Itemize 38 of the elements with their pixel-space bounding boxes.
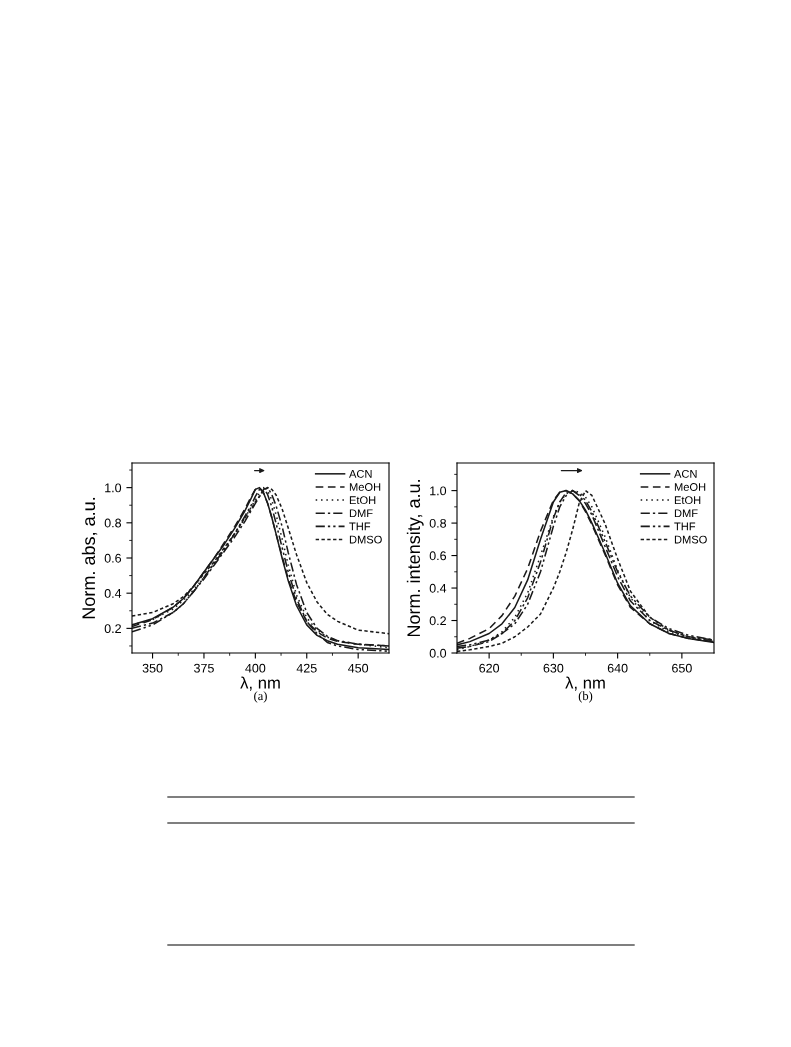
y-tick-label: 1.0 <box>430 486 447 496</box>
x-axis-title: λ, nm <box>565 676 605 691</box>
y-tick-label: 1.0 <box>105 483 122 493</box>
x-tick-label: 620 <box>479 663 500 673</box>
y-tick-label: 0.4 <box>104 588 122 598</box>
legend-label: ACN <box>349 469 372 478</box>
x-tick-label: 630 <box>543 663 564 673</box>
legend-label: DMSO <box>349 535 382 544</box>
legend-label: MeOH <box>349 483 381 491</box>
x-tick-label: 375 <box>194 663 214 673</box>
x-tick-label: 425 <box>296 663 317 673</box>
x-tick-label: 400 <box>245 663 266 673</box>
x-axis-title: λ, nm <box>240 676 280 691</box>
legend-label: DMSO <box>674 535 707 544</box>
y-tick-label: 0.0 <box>429 648 447 658</box>
legend-label: EtOH <box>674 496 701 505</box>
y-tick-label: 0.2 <box>429 616 446 626</box>
legend-label: DMF <box>349 509 373 518</box>
legend-label: THF <box>349 522 371 531</box>
y-tick-label: 0.4 <box>429 583 447 593</box>
y-tick-label: 0.6 <box>429 551 447 561</box>
x-tick-label: 450 <box>348 663 369 673</box>
y-tick-label: 0.2 <box>104 624 121 634</box>
y-axis-title: Norm. abs, a.u. <box>81 497 98 619</box>
x-tick-label: 650 <box>672 663 692 673</box>
y-tick-label: 0.8 <box>429 518 447 528</box>
legend-label: MeOH <box>674 483 706 491</box>
y-axis-title: Norm. intensity, a.u. <box>406 480 424 637</box>
x-tick-label: 640 <box>607 663 628 673</box>
legend-label: ACN <box>674 469 697 478</box>
text: (b) <box>578 691 593 703</box>
y-tick-label: 0.6 <box>104 553 122 563</box>
y-tick-label: 0.8 <box>104 518 122 528</box>
legend-label: DMF <box>674 509 698 518</box>
x-tick-label: 350 <box>142 663 163 673</box>
legend-label: EtOH <box>349 496 376 505</box>
legend-label: THF <box>674 522 696 531</box>
text: (a) <box>254 691 267 703</box>
